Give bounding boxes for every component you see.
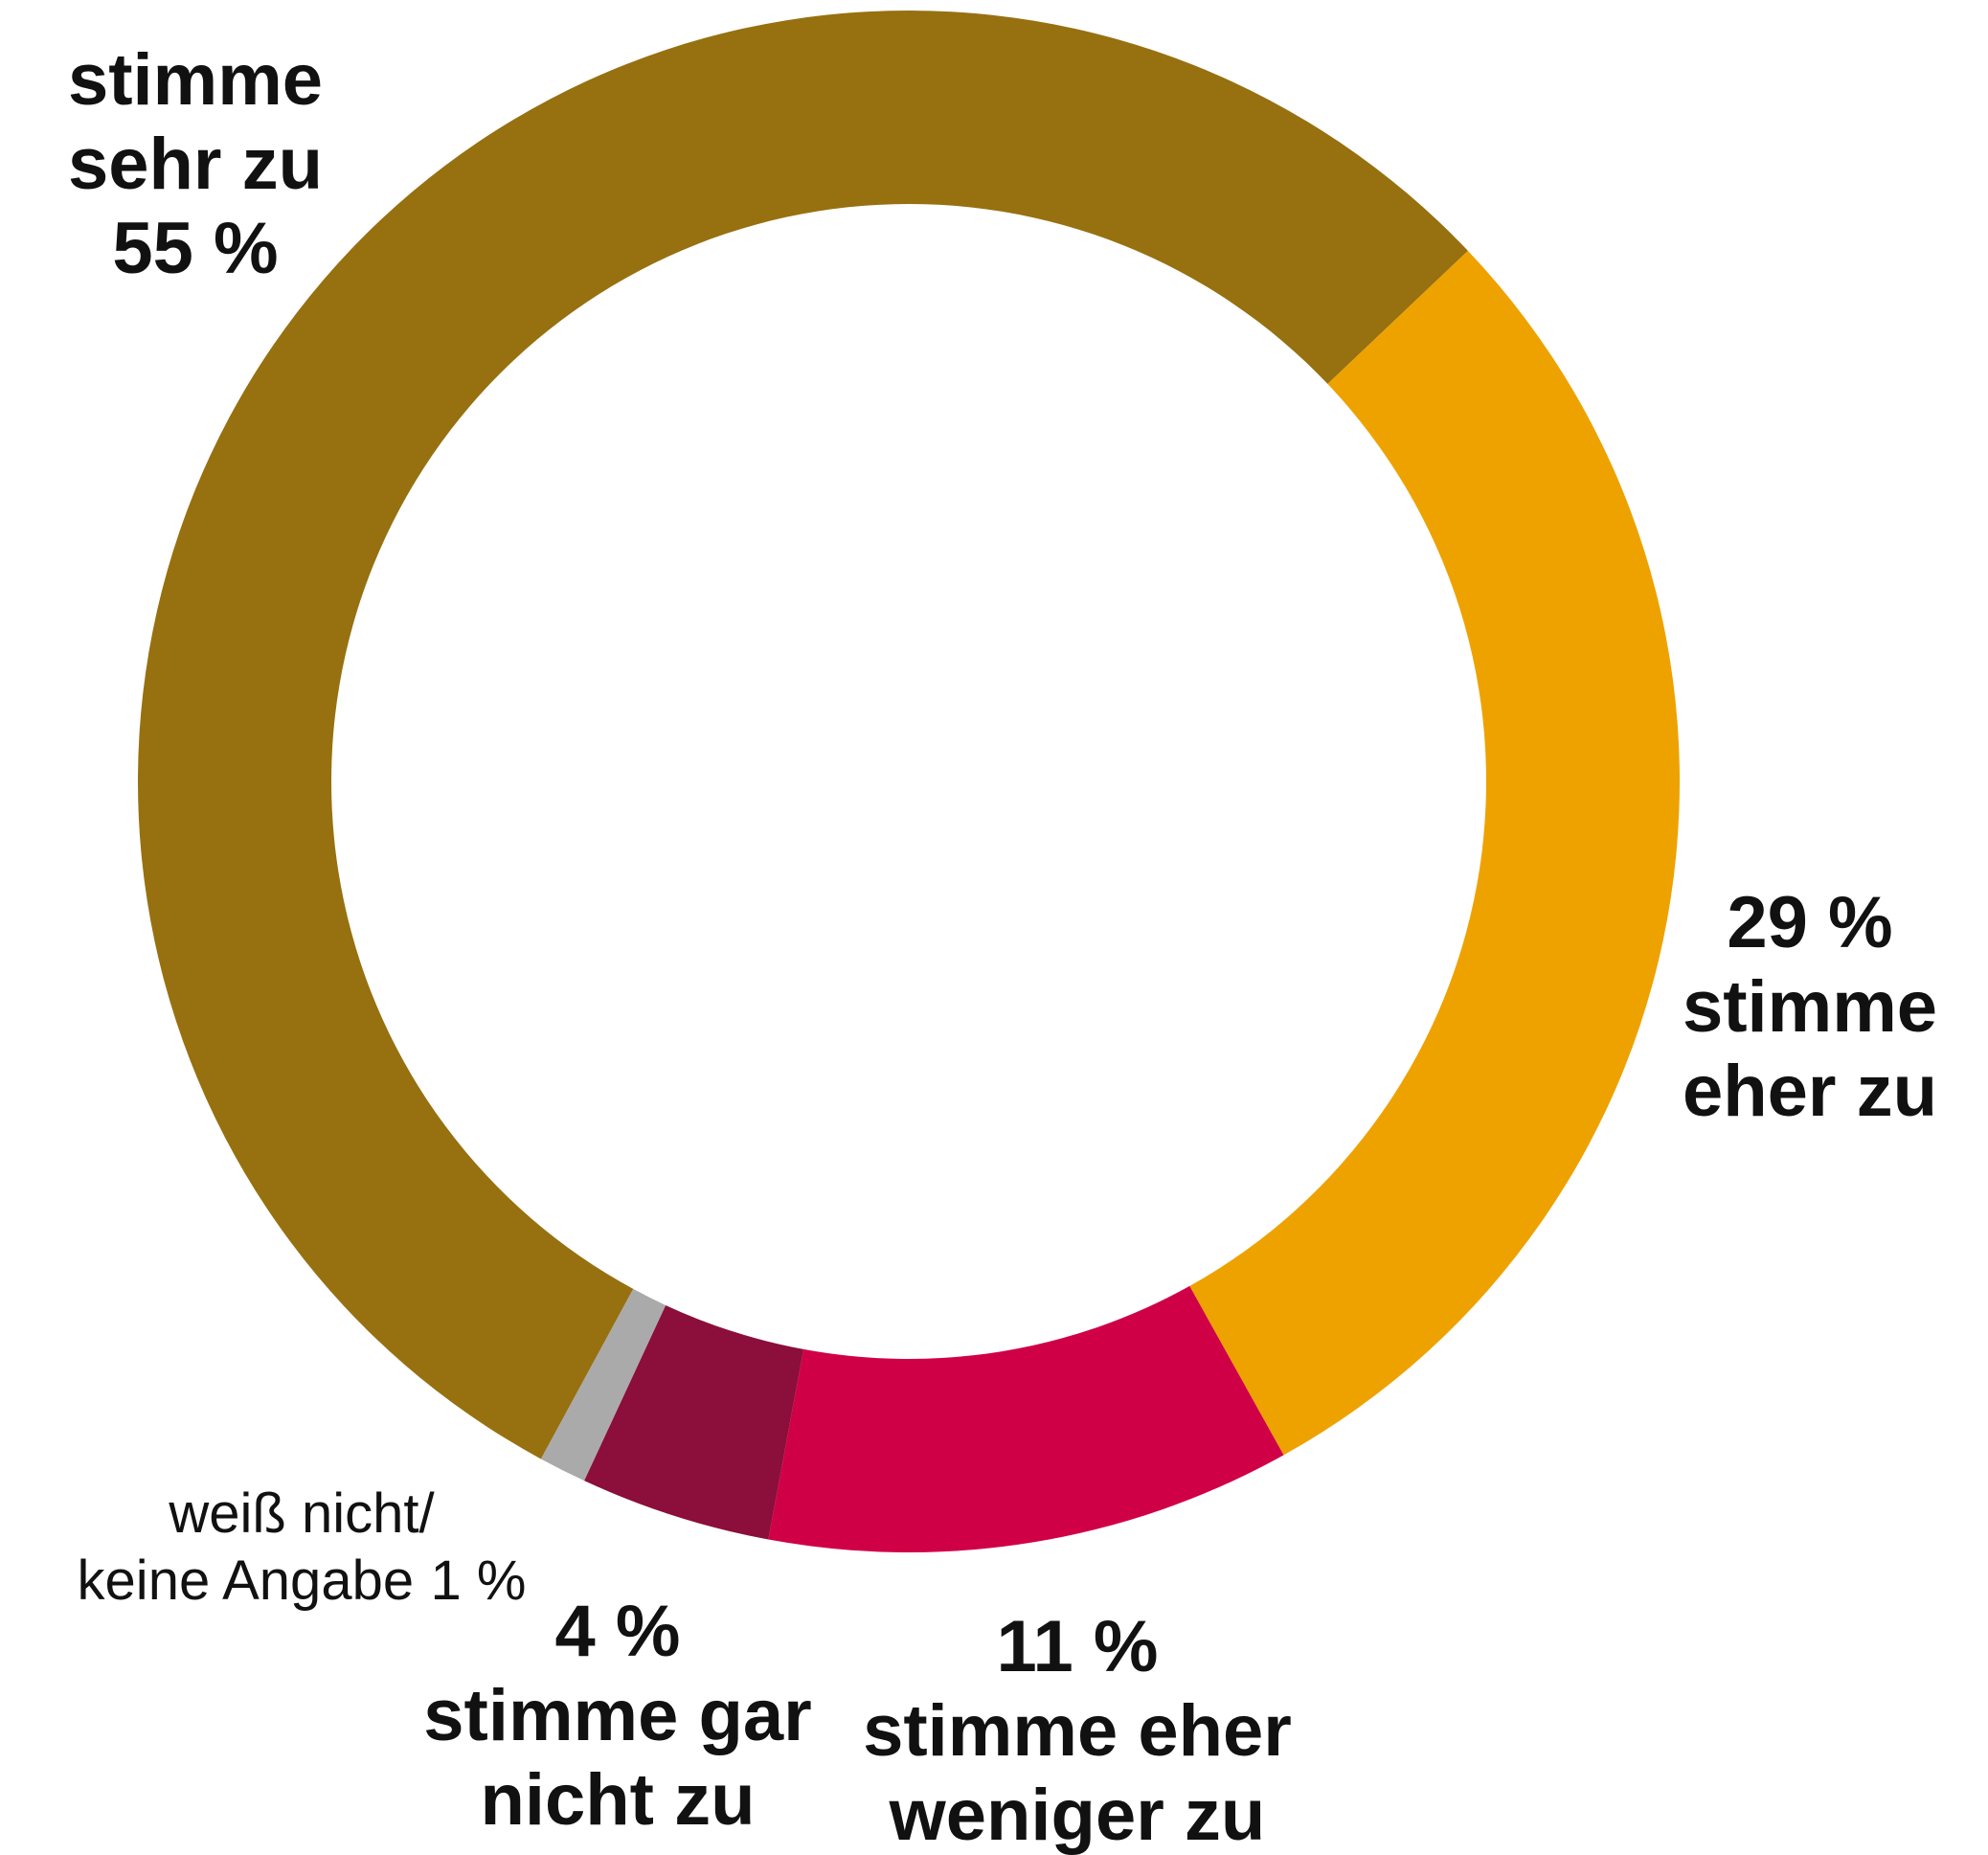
category-label: stimme eher weniger zu bbox=[863, 1690, 1292, 1855]
slice-label: 29 % stimme eher zu bbox=[1647, 881, 1973, 1134]
slice-label: 11 % stimme eher weniger zu bbox=[824, 1605, 1331, 1855]
slice-label: weiß nicht/ keine Angabe 1 % bbox=[29, 1481, 575, 1615]
value-label: 11 % bbox=[996, 1606, 1159, 1687]
donut-segment bbox=[768, 1285, 1284, 1552]
donut-segment bbox=[540, 1288, 666, 1482]
value-label: 29 % bbox=[1727, 882, 1893, 963]
donut-segment bbox=[137, 10, 1468, 1459]
category-label: stimme gar nicht zu bbox=[423, 1675, 812, 1841]
slice-label: 4 % stimme gar nicht zu bbox=[393, 1590, 843, 1843]
donut-segment bbox=[584, 1304, 804, 1540]
value-label: 55 % bbox=[112, 208, 279, 289]
slice-label: stimme sehr zu 55 % bbox=[23, 38, 368, 291]
category-label: stimme sehr zu bbox=[67, 39, 324, 205]
value-label: 4 % bbox=[554, 1591, 681, 1672]
category-label: weiß nicht/ keine Angabe bbox=[77, 1482, 435, 1612]
donut-segment bbox=[1189, 250, 1680, 1456]
category-label: stimme eher zu bbox=[1682, 966, 1938, 1132]
value-label: 1 % bbox=[430, 1550, 527, 1612]
